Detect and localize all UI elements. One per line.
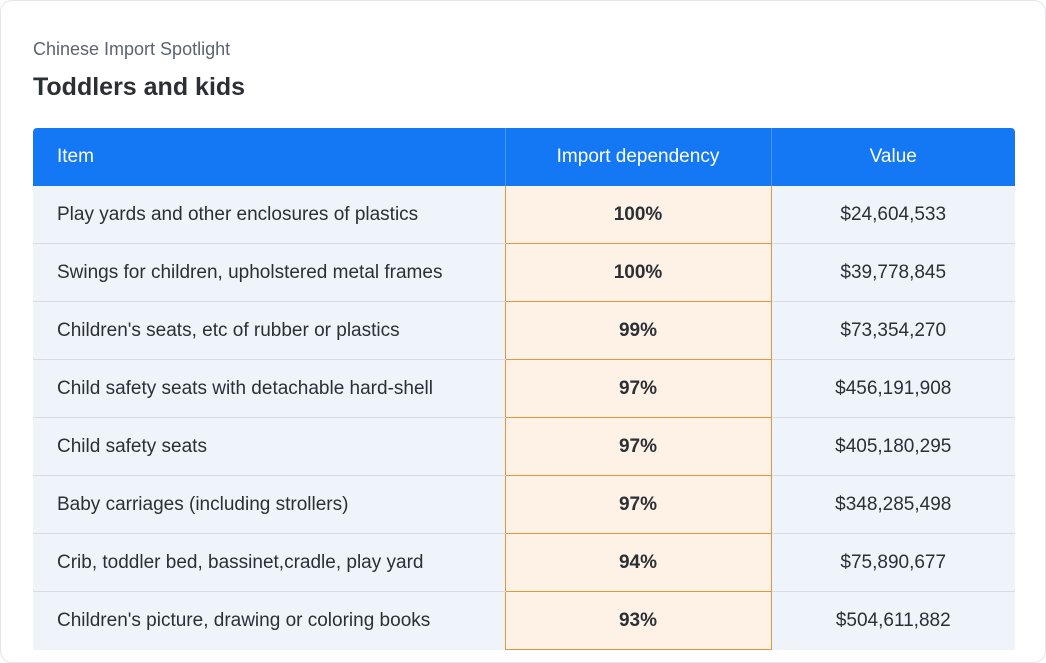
import-dependency-cell: 93% bbox=[504, 591, 772, 650]
table-row: Child safety seats 97% $405,180,295 bbox=[33, 417, 1015, 476]
value-cell: $504,611,882 bbox=[771, 591, 1015, 650]
import-table: Item Import dependency Value Play yards … bbox=[33, 128, 1015, 650]
table-row: Child safety seats with detachable hard-… bbox=[33, 359, 1015, 418]
table-row: Children's seats, etc of rubber or plast… bbox=[33, 301, 1015, 360]
item-cell: Baby carriages (including strollers) bbox=[33, 475, 505, 534]
page-title: Toddlers and kids bbox=[33, 73, 246, 101]
value-cell: $24,604,533 bbox=[771, 186, 1015, 244]
import-dependency-cell: 99% bbox=[504, 301, 772, 360]
import-dependency-cell: 100% bbox=[504, 243, 772, 302]
item-cell: Child safety seats bbox=[33, 417, 505, 476]
item-cell: Child safety seats with detachable hard-… bbox=[33, 359, 505, 418]
subtitle: Chinese Import Spotlight bbox=[33, 39, 231, 59]
table-header-row: Item Import dependency Value bbox=[33, 128, 1015, 186]
import-dependency-cell: 100% bbox=[504, 186, 772, 244]
value-cell: $348,285,498 bbox=[771, 475, 1015, 534]
value-cell: $405,180,295 bbox=[771, 417, 1015, 476]
item-cell: Play yards and other enclosures of plast… bbox=[33, 186, 505, 244]
import-dependency-cell: 97% bbox=[504, 359, 772, 418]
column-header-import-dependency: Import dependency bbox=[504, 128, 772, 186]
value-cell: $75,890,677 bbox=[771, 533, 1015, 592]
item-cell: Crib, toddler bed, bassinet,cradle, play… bbox=[33, 533, 505, 592]
item-cell: Children's seats, etc of rubber or plast… bbox=[33, 301, 505, 360]
import-dependency-cell: 97% bbox=[504, 475, 772, 534]
value-cell: $39,778,845 bbox=[771, 243, 1015, 302]
import-dependency-cell: 97% bbox=[504, 417, 772, 476]
table-row: Children's picture, drawing or coloring … bbox=[33, 591, 1015, 650]
table-row: Crib, toddler bed, bassinet,cradle, play… bbox=[33, 533, 1015, 592]
item-cell: Swings for children, upholstered metal f… bbox=[33, 243, 505, 302]
column-header-value: Value bbox=[771, 128, 1015, 186]
table-body: Play yards and other enclosures of plast… bbox=[33, 186, 1015, 650]
import-dependency-cell: 94% bbox=[504, 533, 772, 592]
table-row: Swings for children, upholstered metal f… bbox=[33, 243, 1015, 302]
item-cell: Children's picture, drawing or coloring … bbox=[33, 591, 505, 650]
value-cell: $73,354,270 bbox=[771, 301, 1015, 360]
column-header-item: Item bbox=[33, 128, 505, 186]
table-row: Play yards and other enclosures of plast… bbox=[33, 186, 1015, 244]
table-row: Baby carriages (including strollers) 97% $… bbox=[33, 475, 1015, 534]
value-cell: $456,191,908 bbox=[771, 359, 1015, 418]
